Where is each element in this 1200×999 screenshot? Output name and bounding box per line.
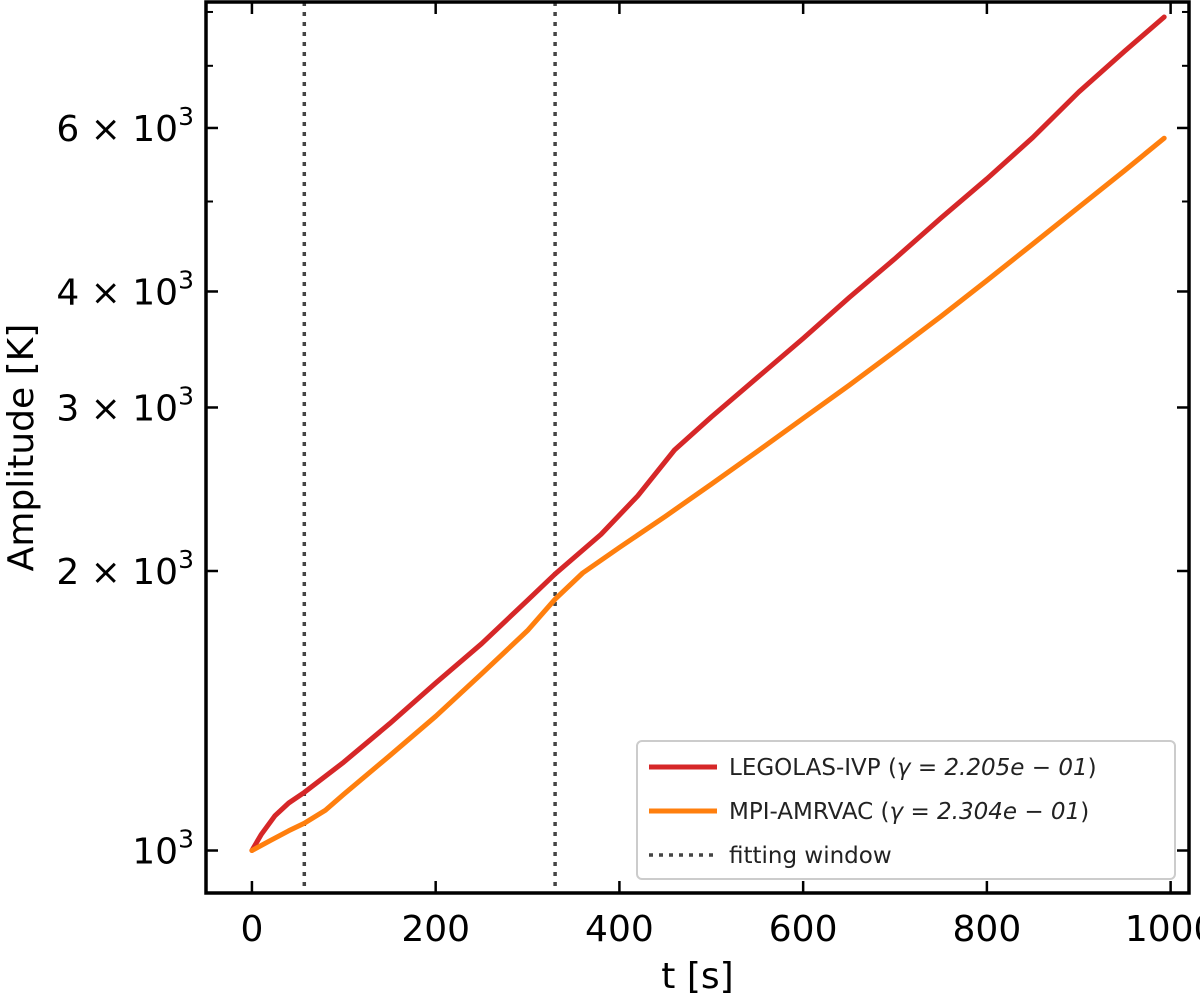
y-tick-label: 3 × 103 [56,381,194,429]
plot-frame [204,0,1191,895]
x-tick-label: 800 [953,909,1022,950]
x-axis-title: t [s] [661,956,733,997]
y-tick-label: 4 × 103 [56,265,194,313]
x-tick-label: 600 [769,909,838,950]
legend-label-legolas-ivp: LEGOLAS-IVP (γ = 2.205e − 01) [729,755,1097,781]
x-tick-label: 0 [240,909,263,950]
legend-label-fitting-window: fitting window [729,843,892,869]
x-tick-label: 200 [401,909,470,950]
x-tick-label: 400 [585,909,654,950]
legend: LEGOLAS-IVP (γ = 2.205e − 01) MPI-AMRVAC … [636,740,1176,880]
y-tick-label: 2 × 103 [56,545,194,593]
y-axis-title: Amplitude [K] [1,324,42,572]
legend-label-mpi-amrvac: MPI-AMRVAC (γ = 2.304e − 01) [729,799,1089,825]
x-tick-label: 1000 [1125,909,1200,950]
plot-area [249,2,1167,893]
series-line-legolas-ivp [249,14,1167,853]
legend-box [636,740,1176,880]
y-tick-label: 103 [132,825,194,873]
y-tick-label: 6 × 103 [56,102,194,150]
series-line-mpi-amrvac [249,135,1167,853]
